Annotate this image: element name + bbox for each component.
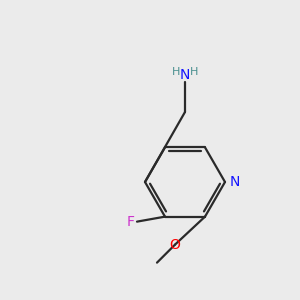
Text: N: N <box>230 175 240 189</box>
Text: F: F <box>127 214 135 229</box>
Text: H: H <box>172 67 180 77</box>
Text: H: H <box>190 67 198 77</box>
Text: O: O <box>169 238 180 252</box>
Text: N: N <box>180 68 190 82</box>
